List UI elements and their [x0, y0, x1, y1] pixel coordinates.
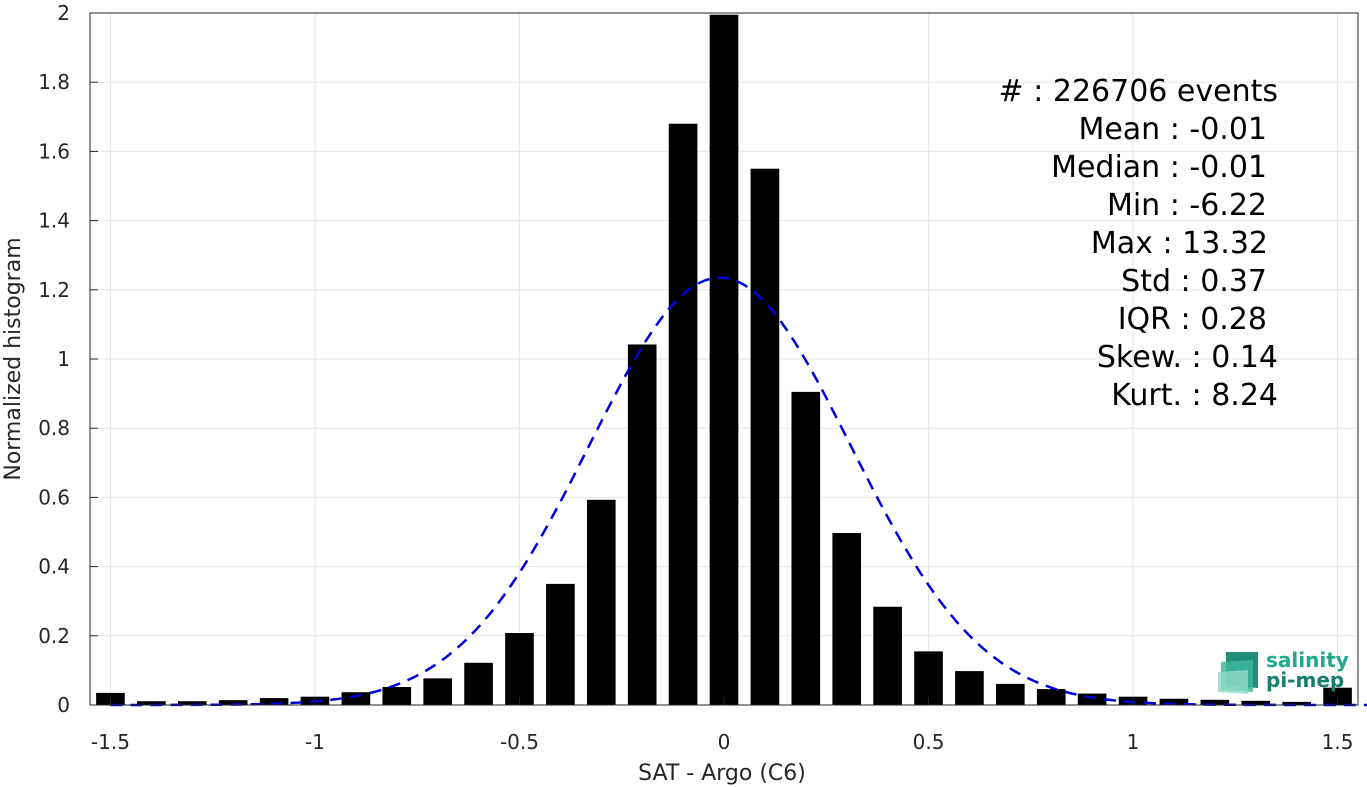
y-tick-label: 0.6 [38, 485, 70, 509]
histogram-bar [627, 344, 657, 705]
histogram-bars [96, 14, 1352, 706]
histogram-bar [1200, 699, 1230, 705]
histogram-bar [668, 123, 698, 706]
y-tick-label: 0.8 [38, 416, 70, 440]
histogram-bar [955, 671, 984, 705]
x-tick-label: 0 [718, 730, 731, 754]
histogram-bar [750, 168, 780, 705]
y-tick-label: 0.4 [38, 555, 70, 579]
stat-line: Max : 13.32 [1091, 226, 1268, 261]
stat-line: IQR : 0.28 [1118, 302, 1267, 337]
histogram-bar [1077, 693, 1107, 705]
wave-logo-icon [1218, 652, 1258, 694]
y-tick-label: 1.4 [38, 209, 70, 233]
y-tick-label: 1.6 [38, 139, 70, 163]
x-tick-label: 1 [1127, 730, 1140, 754]
x-axis-label: SAT - Argo (C6) [638, 761, 806, 786]
histogram-bar [1159, 698, 1189, 705]
histogram-bar [137, 701, 166, 705]
histogram-bar [1323, 687, 1352, 705]
x-tick-label: 1.5 [1322, 730, 1354, 754]
histogram-bar [709, 14, 739, 706]
stat-line: Std : 0.37 [1121, 264, 1267, 299]
x-tick-label: -1 [305, 730, 325, 754]
histogram-bar [382, 687, 412, 705]
y-tick-label: 1.2 [38, 278, 70, 302]
histogram-bar [586, 499, 616, 705]
y-tick-label: 2 [57, 1, 70, 25]
histogram-bar [259, 698, 289, 705]
y-tick-label: 0.2 [38, 624, 70, 648]
histogram-bar [177, 701, 207, 705]
gaussian-fit-line [110, 276, 1367, 707]
histogram-bar [873, 606, 902, 705]
stat-line: Mean : -0.01 [1078, 112, 1267, 147]
histogram-bar [832, 533, 862, 705]
stat-line: Kurt. : 8.24 [1111, 378, 1278, 413]
logo-line1: salinity [1266, 648, 1349, 672]
histogram-bar [464, 662, 493, 705]
salinity-pi-mep-logo: salinity pi-mep [1218, 648, 1349, 694]
histogram-bar [218, 700, 248, 705]
logo-line2: pi-mep [1266, 668, 1344, 692]
stat-line: # : 226706 events [999, 74, 1278, 109]
y-axis-label: Normalized histogram [1, 237, 26, 480]
histogram-bar [1241, 700, 1271, 705]
axis-ticks: -1.5 -1 -0.5 0 0.5 1 1.5 0 0.2 0.4 0.6 0.8 1 1.2 1.4 1.… [38, 1, 1353, 754]
histogram-bar [423, 678, 452, 705]
x-tick-label: 0.5 [913, 730, 945, 754]
histogram-bar [1036, 689, 1066, 705]
histogram-bar [791, 391, 821, 705]
stat-line: Skew. : 0.14 [1097, 340, 1278, 375]
histogram-bar [996, 683, 1025, 705]
stat-line: Min : -6.22 [1107, 188, 1267, 223]
stat-line: Median : -0.01 [1051, 150, 1267, 185]
y-tick-label: 0 [57, 693, 70, 717]
y-tick-label: 1 [57, 347, 70, 371]
histogram-bar [546, 583, 575, 705]
x-tick-label: -0.5 [500, 730, 539, 754]
x-tick-label: -1.5 [91, 730, 130, 754]
histogram-bar [505, 633, 534, 705]
y-tick-label: 1.8 [38, 70, 70, 94]
histogram-bar [1282, 701, 1311, 705]
histogram-bar [341, 692, 371, 705]
histogram-bar [914, 651, 943, 705]
